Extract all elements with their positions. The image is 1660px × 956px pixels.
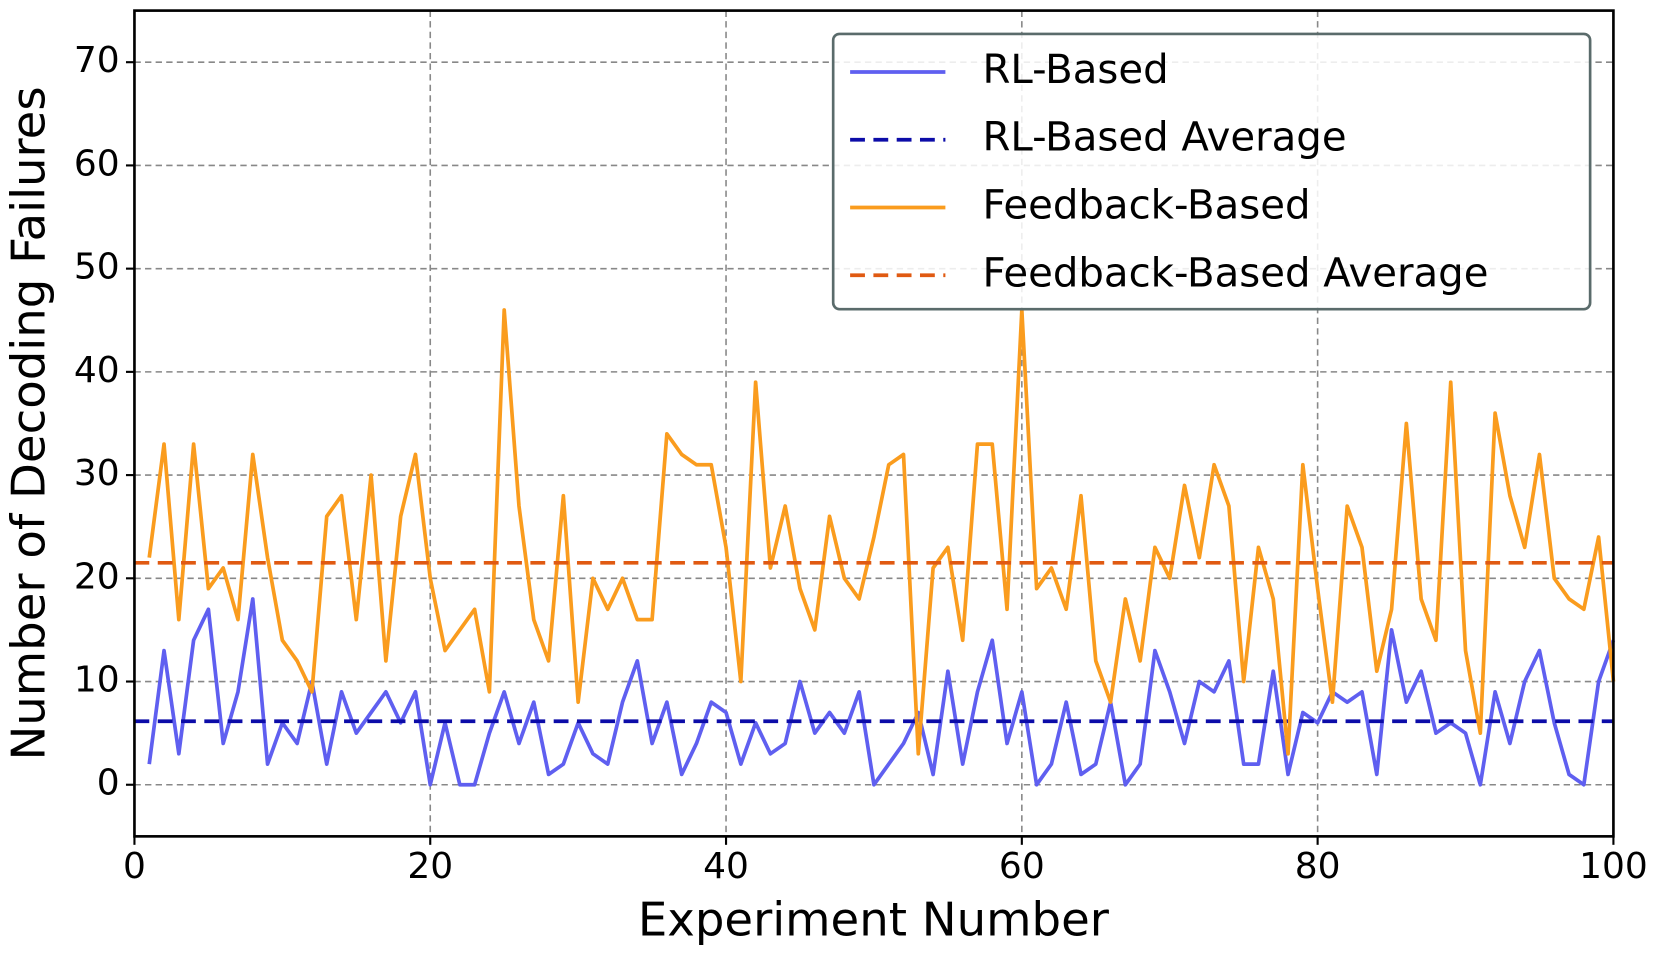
y-tick-label: 20	[74, 556, 120, 597]
x-tick-label: 20	[407, 846, 453, 887]
x-axis-label: Experiment Number	[638, 893, 1110, 947]
x-tick-label: 0	[123, 846, 146, 887]
y-tick-label: 10	[74, 660, 120, 701]
y-tick-label: 0	[97, 763, 120, 804]
y-tick-label: 40	[74, 350, 120, 391]
y-tick-label: 70	[74, 40, 120, 81]
legend: RL-Based RL-Based Average Feedback-Based Fe…	[831, 32, 1592, 311]
legend-label: RL-Based Average	[982, 115, 1346, 161]
y-tick-label: 50	[74, 247, 120, 288]
legend-label: RL-Based	[982, 47, 1168, 93]
x-tick-label: 60	[999, 846, 1045, 887]
x-tick-label: 40	[703, 846, 749, 887]
legend-label: Feedback-Based	[982, 183, 1310, 229]
y-tick-label: 30	[74, 453, 120, 494]
plot-frame	[133, 9, 1615, 838]
legend-box	[831, 32, 1592, 311]
y-axis-label: Number of Decoding Failures	[1, 86, 55, 760]
legend-label: Feedback-Based Average	[982, 250, 1488, 296]
x-tick-label: 100	[1579, 846, 1648, 887]
y-tick-label: 60	[74, 143, 120, 184]
data-line	[147, 597, 1616, 787]
data-line	[147, 308, 1616, 756]
x-tick-label: 80	[1295, 846, 1341, 887]
